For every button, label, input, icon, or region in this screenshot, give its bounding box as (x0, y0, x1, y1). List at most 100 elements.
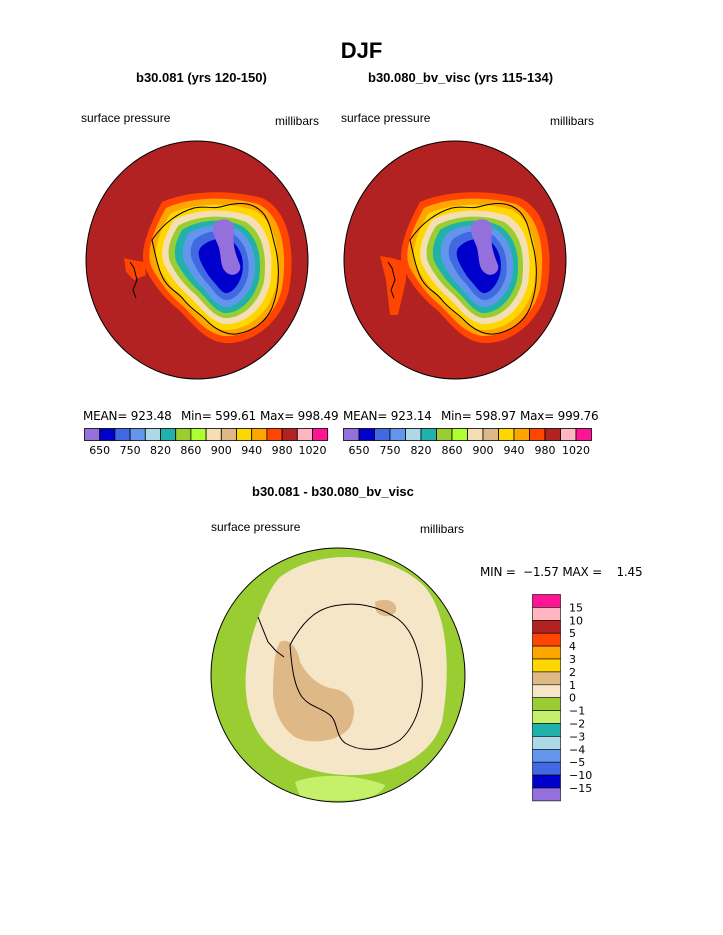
panel1-max: Max= 998.49 (260, 409, 339, 423)
colorbar-tick-label: 650 (349, 444, 370, 457)
panel1-map (85, 140, 309, 380)
colorbar-box (129, 428, 146, 441)
colorbar-box (312, 428, 329, 441)
colorbar-box (220, 428, 237, 441)
colorbar-box (532, 761, 561, 776)
colorbar-tick-label: 820 (411, 444, 432, 457)
colorbar-tick-label: 1020 (562, 444, 590, 457)
colorbar-tick-label: 860 (180, 444, 201, 457)
colorbar-tick-label: 10 (569, 614, 583, 627)
colorbar-box (532, 684, 561, 699)
colorbar-box (532, 787, 561, 802)
panel2-colorbar: 650 750 820 860 900 940 980 1020 (343, 428, 592, 457)
colorbar-box (343, 428, 360, 441)
panel1-left-label: surface pressure (81, 111, 171, 125)
colorbar-box (114, 428, 131, 441)
colorbar-tick-label: 860 (442, 444, 463, 457)
colorbar-tick-label: 820 (150, 444, 171, 457)
colorbar-box (532, 619, 561, 634)
colorbar-tick-label: 2 (569, 666, 576, 679)
colorbar-box (99, 428, 116, 441)
colorbar-box (532, 632, 561, 647)
colorbar-box (374, 428, 391, 441)
colorbar-tick-label: −1 (569, 705, 585, 718)
colorbar-box (405, 428, 422, 441)
colorbar-tick-label: 15 (569, 601, 583, 614)
panel3-left-label: surface pressure (211, 520, 301, 534)
colorbar-box (281, 428, 298, 441)
coastline-peninsula (129, 261, 138, 299)
map-highpressure-patch (512, 366, 566, 379)
panel3-title: b30.081 - b30.080_bv_visc (252, 484, 414, 499)
colorbar-tick-label: −5 (569, 756, 585, 769)
colorbar-box (190, 428, 207, 441)
map-positive-patch (375, 599, 397, 617)
colorbar-tick-label: 940 (504, 444, 525, 457)
colorbar-tick-label: −3 (569, 730, 585, 743)
colorbar-box (420, 428, 437, 441)
colorbar-box (160, 428, 177, 441)
colorbar-box (532, 749, 561, 763)
colorbar-tick-label: 3 (569, 653, 576, 666)
map-boundary (85, 140, 309, 380)
panel2-title: b30.080_bv_visc (yrs 115-134) (368, 70, 554, 85)
colorbar-box (296, 428, 313, 441)
panel3-minmax: MIN = −1.57 MAX = 1.45 (480, 565, 643, 579)
colorbar-tick-label: 5 (569, 627, 576, 640)
colorbar-tick-label: 980 (272, 444, 293, 457)
colorbar-box (532, 710, 561, 724)
colorbar-box (532, 645, 561, 660)
colorbar-box (84, 428, 101, 441)
colorbar-box (532, 671, 561, 686)
colorbar-box (532, 736, 561, 750)
colorbar-tick-label: −2 (569, 718, 585, 731)
colorbar-box (532, 774, 561, 789)
colorbar-box (532, 658, 561, 673)
colorbar-tick-label: 4 (569, 640, 576, 653)
map-peninsula-shelf (124, 258, 146, 280)
colorbar-tick-label: 1020 (299, 444, 327, 457)
colorbar-box (389, 428, 406, 441)
colorbar-box (532, 607, 561, 621)
page-title: DJF (340, 38, 383, 63)
colorbar-box (358, 428, 375, 441)
colorbar-box (236, 428, 253, 441)
panel3-map (210, 547, 466, 803)
colorbar-box (532, 723, 561, 737)
map-boundary (210, 547, 466, 803)
panel1-colorbar: 650 750 820 860 900 940 980 1020 (84, 428, 329, 457)
colorbar-tick-label: 940 (241, 444, 262, 457)
colorbar-box (175, 428, 192, 441)
colorbar-box (467, 428, 484, 441)
colorbar-box (266, 428, 283, 441)
panel2-left-label: surface pressure (341, 111, 431, 125)
colorbar-tick-label: 1 (569, 679, 576, 692)
pressure-contours (142, 192, 292, 344)
map-positive-region (272, 640, 355, 742)
colorbar-tick-label: 0 (569, 692, 576, 705)
coastline-peninsula (257, 616, 285, 658)
colorbar-box (529, 428, 546, 441)
colorbar-tick-label: −10 (569, 769, 592, 782)
colorbar-box (560, 428, 577, 441)
panel3-right-label: millibars (420, 522, 465, 536)
panel1-right-label: millibars (275, 114, 320, 128)
panel2-map (343, 140, 567, 380)
colorbar-box (513, 428, 530, 441)
colorbar-tick-label: 650 (89, 444, 110, 457)
colorbar-box (251, 428, 268, 441)
colorbar-tick-label: 750 (380, 444, 401, 457)
panel2-max: Max= 999.76 (520, 409, 599, 423)
map-neg2-patch (295, 775, 385, 801)
coastline-antarctica (409, 203, 537, 335)
colorbar-box (436, 428, 453, 441)
colorbar-tick-label: −4 (569, 743, 585, 756)
colorbar-tick-label: 750 (120, 444, 141, 457)
panel1-mean: MEAN= 923.48 (83, 409, 172, 423)
panel2-mean: MEAN= 923.14 (343, 409, 432, 423)
colorbar-tick-label: 900 (473, 444, 494, 457)
colorbar-tick-label: −15 (569, 782, 592, 795)
colorbar-box (532, 697, 561, 711)
colorbar-box (144, 428, 161, 441)
coastline-antarctica (289, 603, 423, 750)
